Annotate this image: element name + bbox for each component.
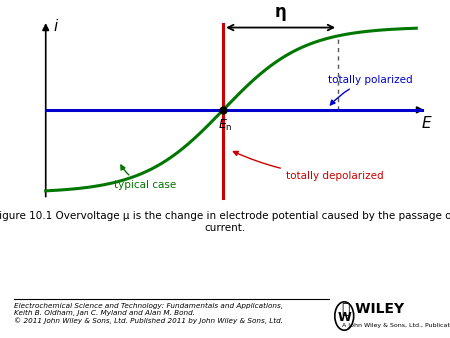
Text: W: W [338,311,351,323]
Text: E: E [422,117,431,131]
Text: totally polarized: totally polarized [328,75,412,105]
Text: Electrochemical Science and Technology: Fundamentals and Applications,
Keith B. : Electrochemical Science and Technology: … [14,303,283,323]
Text: typical case: typical case [114,165,176,190]
Text: $\bf\eta$: $\bf\eta$ [274,5,287,23]
Text: Figure 10.1 Overvoltage μ is the change in electrode potential caused by the pas: Figure 10.1 Overvoltage μ is the change … [0,211,450,233]
Text: $E_{\rm n}$: $E_{\rm n}$ [219,118,233,133]
Text: A John Wiley & Sons, Ltd., Publication: A John Wiley & Sons, Ltd., Publication [342,323,450,328]
Text: i: i [54,19,58,33]
Text: totally depolarized: totally depolarized [234,151,383,181]
Text: Ⓣ WILEY: Ⓣ WILEY [342,301,404,315]
